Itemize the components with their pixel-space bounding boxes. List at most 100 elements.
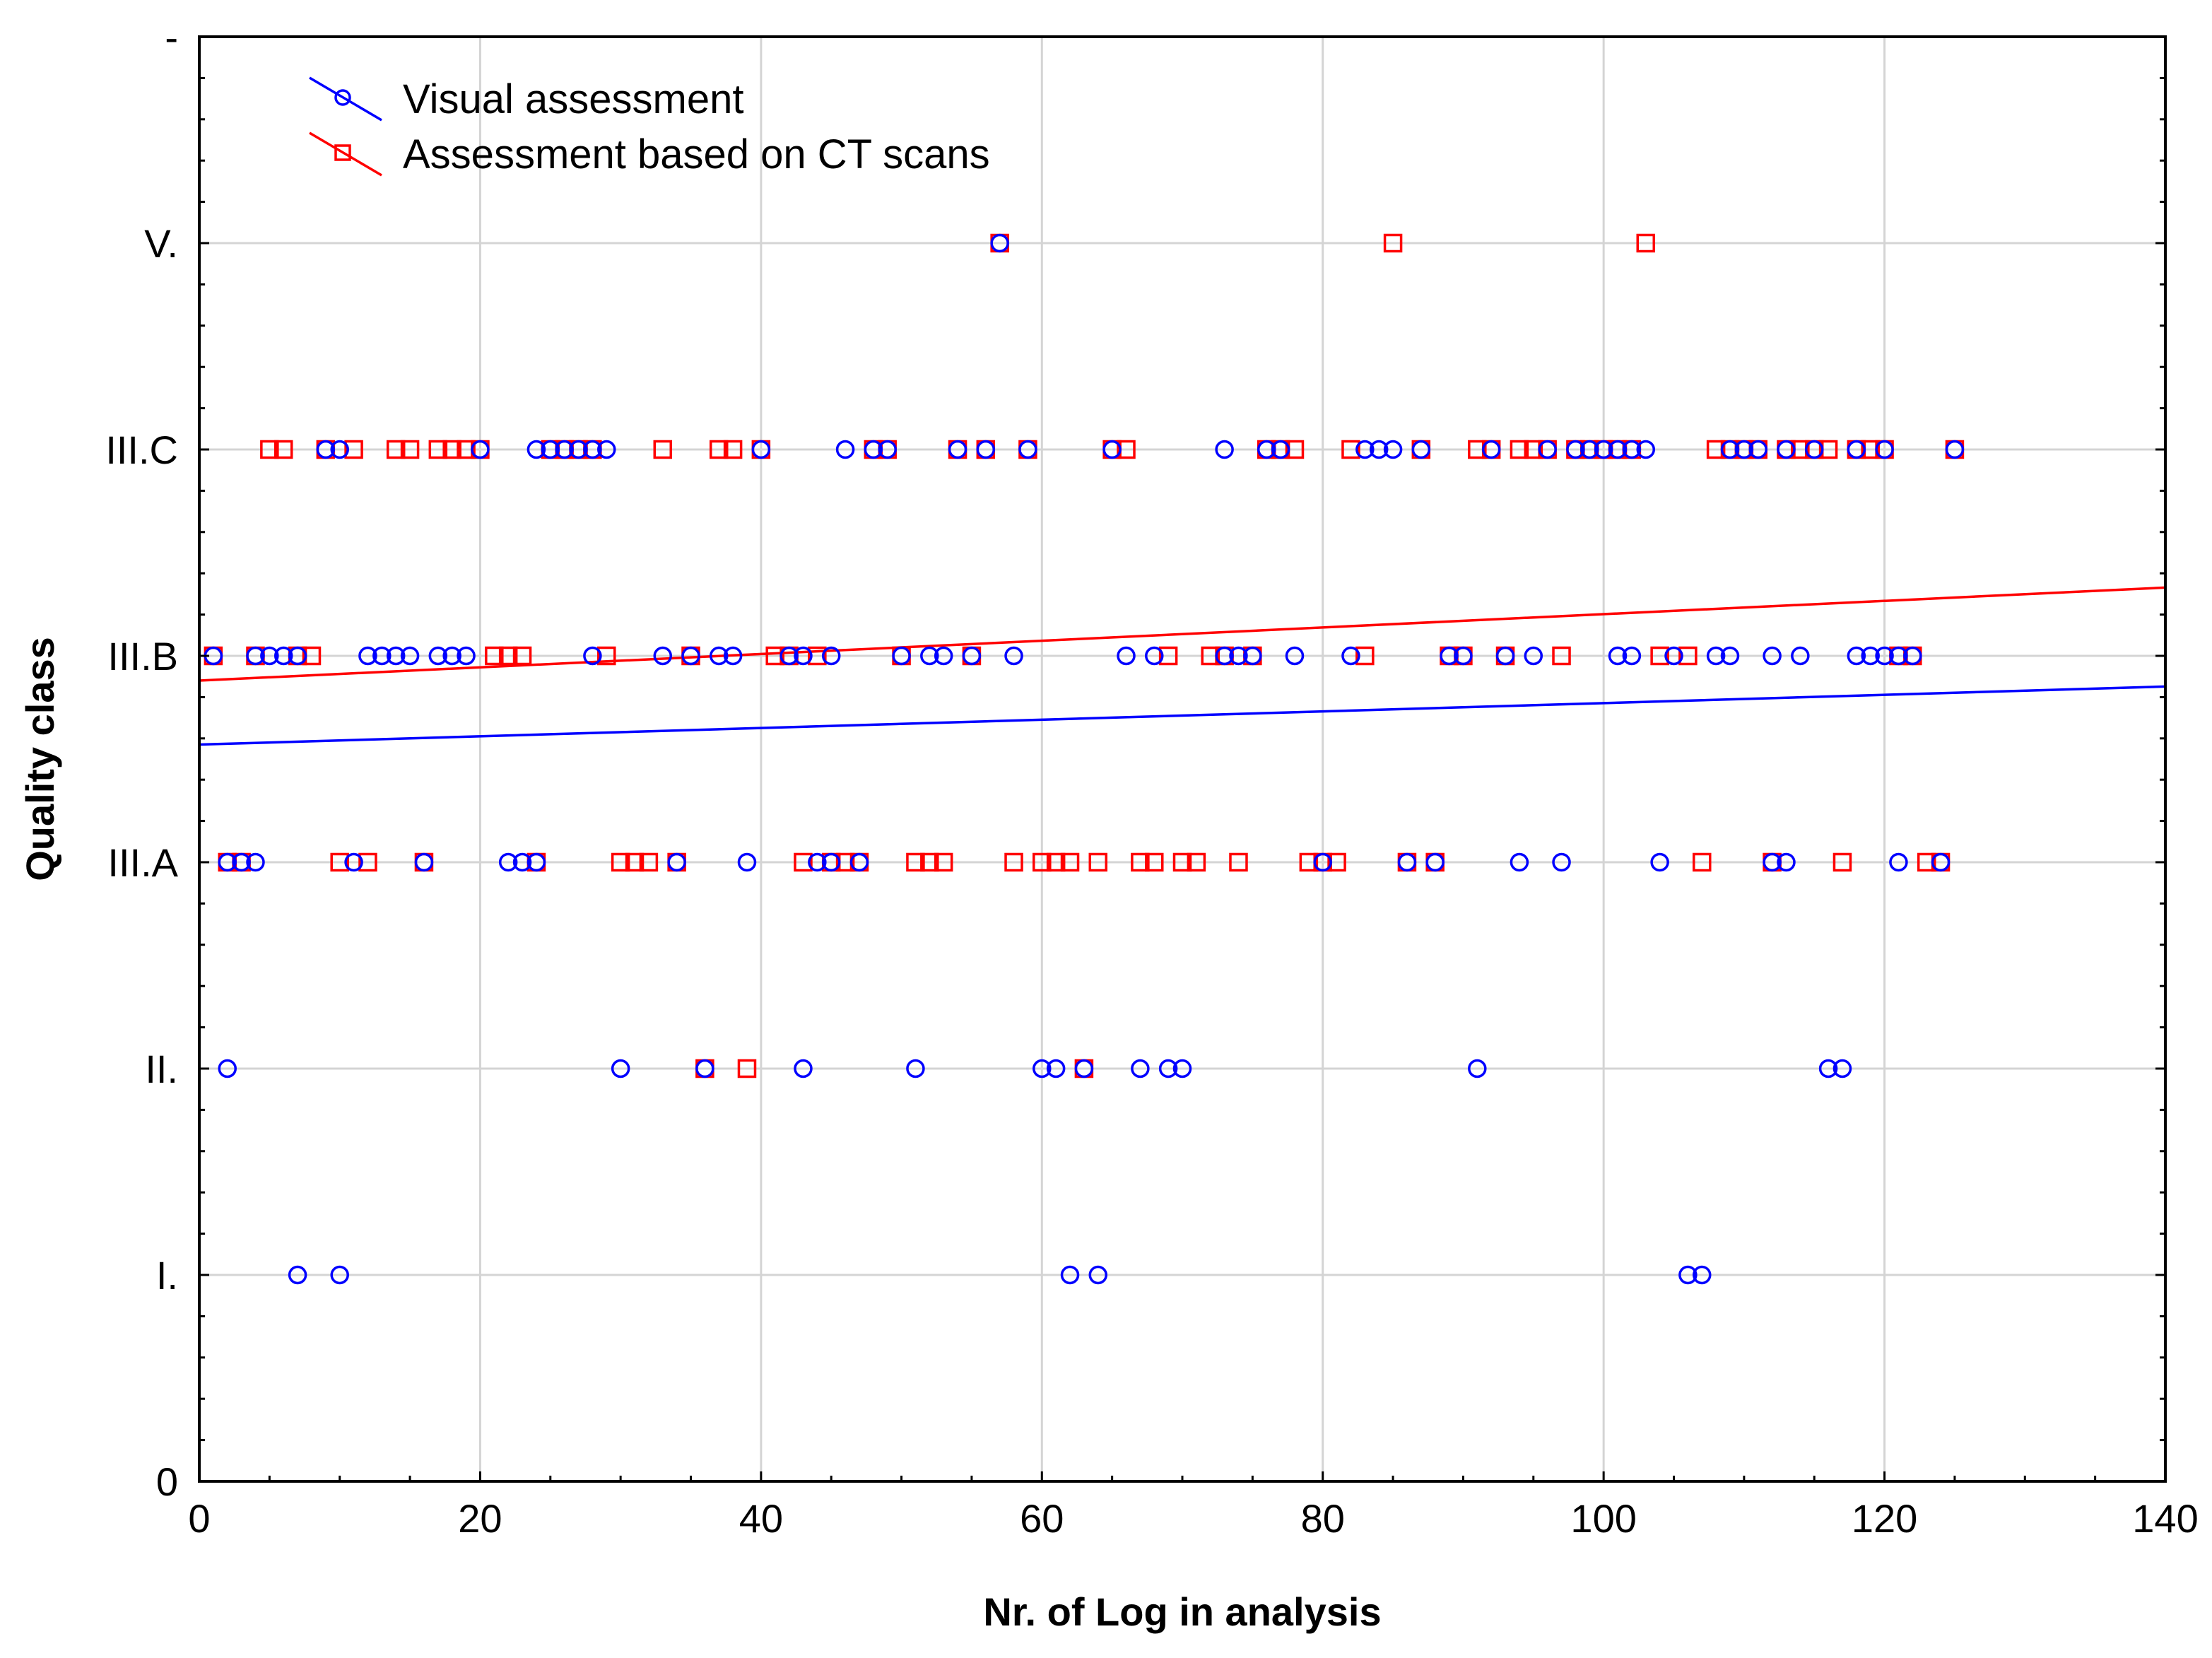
ct-assessment-point <box>1117 440 1136 459</box>
visual-assessment-point <box>386 646 406 666</box>
visual-assessment-point <box>1145 646 1164 666</box>
ct-assessment-point <box>400 440 420 459</box>
visual-assessment-point <box>1257 440 1276 459</box>
visual-assessment-point <box>555 440 574 459</box>
visual-assessment-point <box>934 646 953 666</box>
visual-assessment-point <box>1748 440 1767 459</box>
ct-assessment-point <box>1060 852 1080 872</box>
visual-assessment-point <box>821 852 841 872</box>
ct-assessment-point <box>1706 440 1726 459</box>
visual-assessment-point <box>288 646 307 666</box>
legend-line-visual <box>309 76 382 122</box>
ct-assessment-point <box>260 440 279 459</box>
visual-assessment-point <box>414 852 434 872</box>
ct-assessment-point <box>1510 440 1529 459</box>
visual-assessment-point <box>1468 1059 1487 1078</box>
ct-assessment-point <box>358 852 377 872</box>
ct-assessment-point <box>1818 440 1838 459</box>
visual-assessment-point <box>962 646 982 666</box>
ct-assessment-point <box>498 646 518 666</box>
visual-assessment-point <box>780 646 799 666</box>
ct-assessment-point <box>808 646 827 666</box>
ct-assessment-point <box>794 852 813 872</box>
visual-assessment-point <box>1215 646 1234 666</box>
visual-assessment-point <box>1538 440 1557 459</box>
visual-assessment-point <box>667 852 686 872</box>
y-tick-label: III.B <box>107 634 178 678</box>
visual-assessment-point <box>1636 440 1656 459</box>
ct-assessment-point <box>428 440 448 459</box>
y-tick-label: III.A <box>107 840 178 885</box>
ct-assessment-point <box>1088 852 1108 872</box>
y-axis-title: Quality class <box>18 637 62 881</box>
visual-assessment-point <box>1285 646 1305 666</box>
ct-assessment-point <box>1033 852 1052 872</box>
ct-assessment-point <box>1678 646 1698 666</box>
ct-assessment-point <box>273 440 293 459</box>
visual-assessment-point <box>948 440 967 459</box>
ct-assessment-point <box>737 1059 757 1078</box>
visual-assessment-point <box>1777 440 1796 459</box>
visual-assessment-point <box>751 440 771 459</box>
visual-assessment-point <box>653 646 673 666</box>
x-tick-label: 140 <box>2132 1496 2198 1541</box>
ct-assessment-point <box>1299 852 1319 872</box>
visual-assessment-point <box>1861 646 1880 666</box>
visual-assessment-point <box>1566 440 1585 459</box>
visual-assessment-point <box>1243 646 1262 666</box>
visual-assessment-point <box>1945 440 1965 459</box>
ct-assessment-point <box>1327 852 1346 872</box>
ct-assessment-point <box>1692 852 1712 872</box>
ct-assessment-point <box>1861 440 1880 459</box>
visual-assessment-point <box>1369 440 1389 459</box>
ct-assessment-point <box>1201 646 1220 666</box>
visual-assessment-point <box>526 852 546 872</box>
y-tick-label: 0 <box>156 1459 178 1504</box>
visual-assessment-point <box>864 440 883 459</box>
visual-assessment-point <box>1440 646 1459 666</box>
legend-label-ct: Assessment based on CT scans <box>403 131 990 177</box>
visual-assessment-point <box>1763 852 1782 872</box>
ct-assessment-point <box>1355 646 1375 666</box>
visual-assessment-point <box>1102 440 1122 459</box>
visual-assessment-point <box>273 646 293 666</box>
visual-assessment-point <box>512 852 532 872</box>
ct-assessment-point <box>1187 852 1206 872</box>
ct-assessment-point <box>723 440 743 459</box>
visual-assessment-point <box>1411 440 1431 459</box>
visual-assessment-point <box>1481 440 1501 459</box>
visual-assessment-point <box>1510 852 1529 872</box>
ct-assessment-point <box>512 646 532 666</box>
ct-assessment-point <box>625 852 645 872</box>
ct-assessment-point <box>639 852 659 872</box>
visual-assessment-point <box>681 646 700 666</box>
ct-assessment-point <box>1468 440 1487 459</box>
visual-assessment-point <box>1847 440 1866 459</box>
visual-assessment-point <box>1832 1059 1852 1078</box>
visual-assessment-point <box>695 1059 714 1078</box>
ct-assessment-point <box>934 852 953 872</box>
visual-assessment-point <box>246 852 265 872</box>
visual-assessment-point <box>1524 646 1543 666</box>
tick-labels: 0 20 40 60 80 100 120 140 0 I. II. III.A III.B III.C V… <box>105 15 2198 1541</box>
legend-marker-ct <box>334 144 351 161</box>
visual-assessment-point <box>1720 646 1740 666</box>
visual-assessment-point <box>1875 646 1894 666</box>
visual-assessment-point <box>471 440 490 459</box>
ct-assessment-point <box>1832 852 1852 872</box>
visual-assessment-point <box>330 440 349 459</box>
visual-assessment-point <box>1313 852 1332 872</box>
visual-assessment-point <box>1622 440 1642 459</box>
x-axis-title: Nr. of Log in analysis <box>983 1589 1381 1634</box>
visual-assessment-point <box>498 852 518 872</box>
visual-assessment-point <box>1117 646 1136 666</box>
visual-assessment-point <box>1903 646 1922 666</box>
visual-assessment-point <box>1608 440 1628 459</box>
ct-assessment-point <box>485 646 504 666</box>
ct-assessment-point <box>386 440 406 459</box>
ct-assessment-point <box>709 440 729 459</box>
visual-assessment-point <box>597 440 616 459</box>
visual-assessment-point <box>569 440 588 459</box>
visual-assessment-point <box>1706 646 1726 666</box>
